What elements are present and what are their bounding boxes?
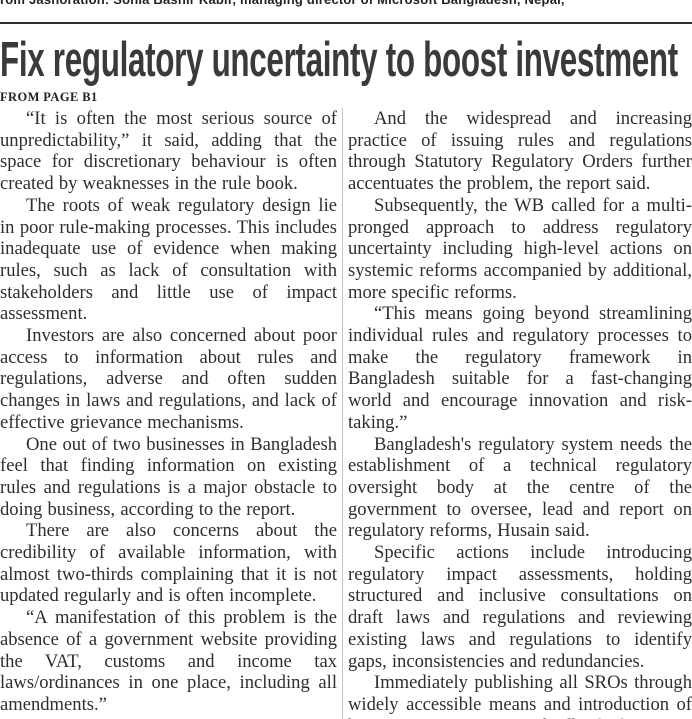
column-divider [342, 108, 343, 719]
kicker-from-page: FROM PAGE B1 [0, 90, 98, 104]
article-paragraph: Subsequently, the WB called for a multi-… [348, 194, 692, 303]
article-paragraph: The roots of weak regulatory design lie … [0, 194, 337, 325]
article-paragraph: Bangladesh's regulatory system needs the… [348, 433, 692, 542]
headline: Fix regulatory uncertainty to boost inve… [0, 33, 678, 87]
article-paragraph: Investors are also concerned about poor … [0, 325, 337, 433]
article-body: “It is often the most serious source of … [0, 108, 692, 719]
article-paragraph: “It is often the most serious source of … [0, 108, 337, 195]
cropped-caption-strip: rom Jashoration: Sonia Bashir Kabir, man… [0, 0, 692, 9]
article-paragraph: And the widespread and increasing practi… [348, 108, 692, 195]
article-paragraph: Specific actions include introducing reg… [348, 542, 692, 672]
article-column-left: “It is often the most serious source of … [0, 108, 337, 719]
horizontal-rule [0, 22, 692, 24]
article-paragraph: One out of two businesses in Bangladesh … [0, 433, 337, 520]
cropped-caption-text: rom Jashoration: Sonia Bashir Kabir, man… [0, 0, 692, 7]
article-paragraph: “A manifestation of this problem is the … [0, 607, 337, 715]
article-paragraph: There are also concerns about the credib… [0, 520, 337, 607]
article-paragraph: “This means going beyond streamlining in… [348, 303, 692, 433]
article-paragraph: Immediately publishing all SROs through … [348, 672, 692, 719]
headline-container: Fix regulatory uncertainty to boost inve… [0, 34, 678, 88]
article-column-right: And the widespread and increasing practi… [348, 108, 692, 719]
